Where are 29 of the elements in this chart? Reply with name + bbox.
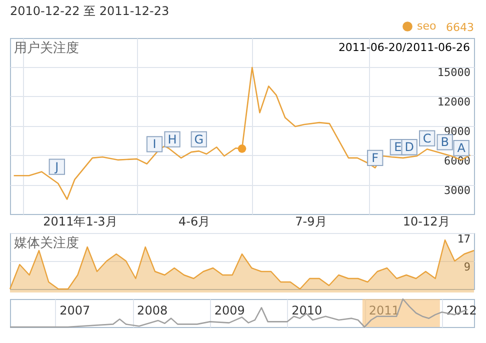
y-tick-label: 17 [457,232,470,246]
annotation: A [457,141,466,156]
legend-label: seo [417,20,436,32]
y-tick-label: 15000 [437,66,470,80]
y-axis-title: 媒体关注度 [14,235,79,251]
x-tick-label: 2009 [214,304,245,318]
y-tick-label: 9 [464,260,470,274]
annotation: D [404,140,414,154]
text: 6643 [446,21,474,34]
chart-title: 2010-12-22 至 2011-12-23 [10,4,170,18]
annotation: J [54,160,59,174]
annotation: C [422,131,432,146]
annotation: F [372,150,379,165]
x-tick-label: 2010 [292,304,322,318]
annotation: I [152,137,156,152]
x-tick-label: 4-6月 [178,214,210,228]
x-tick-label: 2007 [60,304,90,318]
x-tick-label: 2011 [368,304,400,318]
annotation: H [168,132,177,146]
x-tick-label: 7-9月 [295,214,327,228]
y-tick-label: 3000 [444,184,470,198]
y-tick-label: 12000 [437,96,470,109]
annotation: G [194,132,204,146]
annotation: E [394,140,402,154]
x-tick-label: 2011年1-3月 [43,214,118,228]
y-axis-title: 用户关注度 [14,40,79,56]
x-tick-label: 10-12月 [402,214,450,228]
annotation: 2011-06-20/2011-06-26 [338,41,470,54]
x-tick-label: 2008 [137,304,168,318]
